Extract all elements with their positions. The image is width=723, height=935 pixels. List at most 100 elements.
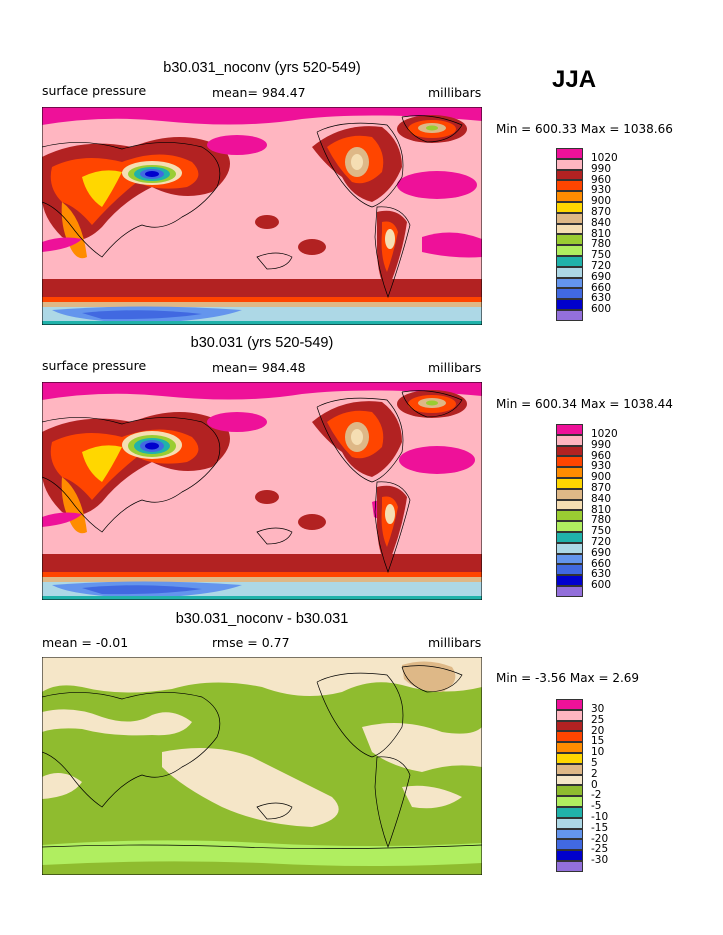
- legend1-label: 630: [591, 292, 612, 305]
- legend2-swatch: [556, 553, 583, 565]
- legend2-swatch: [556, 586, 583, 597]
- panel3-units-label: millibars: [428, 635, 482, 650]
- legend1-label: 810: [591, 227, 612, 240]
- legend1-swatch: [556, 169, 583, 181]
- panel3-rmse-label: rmse = 0.77: [212, 635, 290, 650]
- legend2-swatch: [556, 456, 583, 468]
- legend1-swatch: [556, 266, 583, 278]
- legend2-swatch: [556, 499, 583, 511]
- legend2-label: 1020: [591, 428, 618, 440]
- legend3-label: -30: [591, 854, 609, 867]
- legend2-label: 930: [591, 460, 612, 473]
- legend1-swatch: [556, 148, 583, 159]
- season-label: JJA: [552, 66, 597, 93]
- panel2-left-label: surface pressure: [42, 358, 147, 373]
- legend3-label: 25: [591, 713, 605, 726]
- legend1-swatch: [556, 191, 583, 202]
- legend3-label: 20: [591, 724, 605, 737]
- legend2-swatch: [556, 434, 583, 446]
- legend1-label: 780: [591, 238, 612, 251]
- legend2-label: 900: [591, 471, 612, 484]
- legend1-swatch: [556, 234, 583, 246]
- legend2-label: 690: [591, 546, 612, 559]
- legend2-label: 780: [591, 514, 612, 527]
- panel3-map: [42, 657, 482, 875]
- legend3-swatch: [556, 709, 583, 721]
- legend2-swatch: [556, 542, 583, 554]
- legend1-swatch: [556, 310, 583, 321]
- panel2-map: [42, 382, 482, 600]
- legend3-swatch: [556, 796, 583, 807]
- legend2-label: 630: [591, 568, 612, 581]
- panel1-title: b30.031_noconv (yrs 520-549): [163, 60, 361, 76]
- legend3-swatch: [556, 839, 583, 851]
- legend1-swatch: [556, 158, 583, 170]
- panel1-units-label: millibars: [428, 85, 482, 100]
- legend3-swatch: [556, 742, 583, 753]
- legend2-label: 840: [591, 492, 612, 505]
- legend2-swatch: [556, 532, 583, 543]
- legend2-swatch: [556, 478, 583, 489]
- legend3-label: 30: [591, 703, 605, 715]
- panel3-title: b30.031_noconv - b30.031: [175, 611, 349, 627]
- legend3-swatch: [556, 720, 583, 732]
- legend3-label: 10: [591, 746, 605, 759]
- panel1-mean-label: mean= 984.47: [212, 85, 306, 100]
- legend2-label: 660: [591, 557, 612, 570]
- legend3-label: 2: [591, 767, 598, 780]
- legend3-label: 15: [591, 735, 605, 748]
- legend3-label: 5: [591, 757, 598, 769]
- legend1-label: 990: [591, 162, 612, 175]
- legend2-label: 600: [591, 579, 612, 592]
- legend1-label: 690: [591, 270, 612, 283]
- legend3-label: -2: [591, 789, 602, 802]
- legend1-label: 660: [591, 281, 612, 294]
- legend2-label: 960: [591, 449, 612, 462]
- legend1-label: 930: [591, 184, 612, 197]
- legend3-label: -15: [591, 821, 609, 834]
- panel2-mean-label: mean= 984.48: [212, 360, 306, 375]
- legend1-swatch: [556, 288, 583, 300]
- panel3-mean-label: mean = -0.01: [42, 635, 129, 650]
- legend1-label: 900: [591, 195, 612, 208]
- legend1-label: 600: [591, 303, 612, 316]
- legend3-swatch: [556, 763, 583, 775]
- panel2-units-label: millibars: [428, 360, 482, 375]
- legend3-swatch: [556, 785, 583, 797]
- legend1-swatch: [556, 180, 583, 192]
- legend2-label: 990: [591, 438, 612, 451]
- legend2-swatch: [556, 510, 583, 522]
- legend3-label: 0: [591, 778, 598, 791]
- panel3-minmax: Min = -3.56 Max = 2.69: [496, 671, 640, 685]
- legend3-swatch: [556, 699, 583, 710]
- panel1-minmax: Min = 600.33 Max = 1038.66: [496, 122, 673, 136]
- legend1-swatch: [556, 245, 583, 256]
- panel2-minmax: Min = 600.34 Max = 1038.44: [496, 397, 673, 411]
- panel1-left-label: surface pressure: [42, 83, 147, 98]
- legend1-label: 960: [591, 173, 612, 186]
- legend3-swatch: [556, 861, 583, 872]
- legend1-swatch: [556, 212, 583, 224]
- legend1-swatch: [556, 299, 583, 310]
- legend1-swatch: [556, 256, 583, 267]
- panel1-map: [42, 107, 482, 325]
- legend3-swatch: [556, 753, 583, 764]
- legend1-swatch: [556, 202, 583, 213]
- legend2-swatch: [556, 488, 583, 500]
- legend2-label: 810: [591, 503, 612, 516]
- legend3-swatch: [556, 817, 583, 829]
- legend3-label: -25: [591, 843, 609, 856]
- legend2-swatch: [556, 424, 583, 435]
- legend2-label: 750: [591, 525, 612, 538]
- legend1-label: 750: [591, 249, 612, 262]
- legend3-swatch: [556, 828, 583, 840]
- legend2-label: 720: [591, 536, 612, 548]
- legend3-label: -20: [591, 832, 609, 845]
- legend3-swatch: [556, 850, 583, 861]
- legend2-swatch: [556, 564, 583, 576]
- panel2-title: b30.031 (yrs 520-549): [190, 335, 334, 351]
- legend2-label: 870: [591, 482, 612, 494]
- legend3-label: -10: [591, 811, 609, 823]
- legend1-label: 840: [591, 216, 612, 229]
- legend1-label: 1020: [591, 152, 618, 164]
